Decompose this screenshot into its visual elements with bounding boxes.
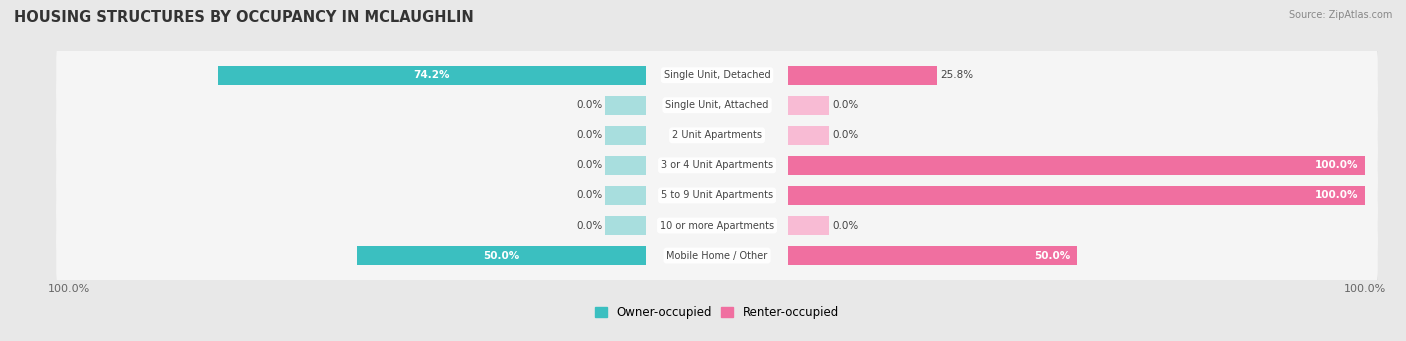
Text: 50.0%: 50.0% (484, 251, 520, 261)
FancyBboxPatch shape (59, 197, 1381, 256)
Text: Single Unit, Detached: Single Unit, Detached (664, 70, 770, 80)
Text: 0.0%: 0.0% (576, 100, 602, 110)
Text: 74.2%: 74.2% (413, 70, 450, 80)
Bar (606, 186, 645, 205)
FancyBboxPatch shape (59, 76, 1381, 136)
Text: 2 Unit Apartments: 2 Unit Apartments (672, 130, 762, 140)
Text: 0.0%: 0.0% (576, 160, 602, 170)
FancyBboxPatch shape (59, 106, 1381, 166)
Text: Mobile Home / Other: Mobile Home / Other (666, 251, 768, 261)
FancyBboxPatch shape (56, 196, 1378, 255)
Bar (606, 216, 645, 235)
Text: 0.0%: 0.0% (832, 221, 858, 231)
Bar (789, 66, 936, 85)
Bar (357, 246, 645, 265)
Text: 0.0%: 0.0% (576, 130, 602, 140)
FancyBboxPatch shape (56, 106, 1378, 165)
Text: 0.0%: 0.0% (576, 221, 602, 231)
Bar (606, 156, 645, 175)
FancyBboxPatch shape (59, 136, 1381, 196)
Text: 0.0%: 0.0% (832, 100, 858, 110)
Text: Single Unit, Attached: Single Unit, Attached (665, 100, 769, 110)
Text: 25.8%: 25.8% (941, 70, 973, 80)
FancyBboxPatch shape (56, 136, 1378, 195)
Bar (789, 186, 1365, 205)
Legend: Owner-occupied, Renter-occupied: Owner-occupied, Renter-occupied (591, 301, 844, 324)
Text: 10 or more Apartments: 10 or more Apartments (659, 221, 775, 231)
Text: 3 or 4 Unit Apartments: 3 or 4 Unit Apartments (661, 160, 773, 170)
FancyBboxPatch shape (59, 46, 1381, 106)
FancyBboxPatch shape (59, 227, 1381, 286)
Bar (606, 126, 645, 145)
Bar (606, 96, 645, 115)
Text: 5 to 9 Unit Apartments: 5 to 9 Unit Apartments (661, 190, 773, 201)
Text: 100.0%: 100.0% (1315, 160, 1358, 170)
Text: 50.0%: 50.0% (1033, 251, 1070, 261)
Bar (789, 96, 828, 115)
FancyBboxPatch shape (56, 226, 1378, 285)
Text: Source: ZipAtlas.com: Source: ZipAtlas.com (1288, 10, 1392, 20)
FancyBboxPatch shape (59, 167, 1381, 226)
Text: 0.0%: 0.0% (832, 130, 858, 140)
FancyBboxPatch shape (56, 166, 1378, 225)
Text: HOUSING STRUCTURES BY OCCUPANCY IN MCLAUGHLIN: HOUSING STRUCTURES BY OCCUPANCY IN MCLAU… (14, 10, 474, 25)
FancyBboxPatch shape (56, 75, 1378, 135)
FancyBboxPatch shape (56, 45, 1378, 105)
Text: 0.0%: 0.0% (576, 190, 602, 201)
Bar (789, 156, 1365, 175)
Bar (789, 126, 828, 145)
Text: 100.0%: 100.0% (1315, 190, 1358, 201)
Bar (218, 66, 645, 85)
Bar (789, 246, 1077, 265)
Bar (789, 216, 828, 235)
